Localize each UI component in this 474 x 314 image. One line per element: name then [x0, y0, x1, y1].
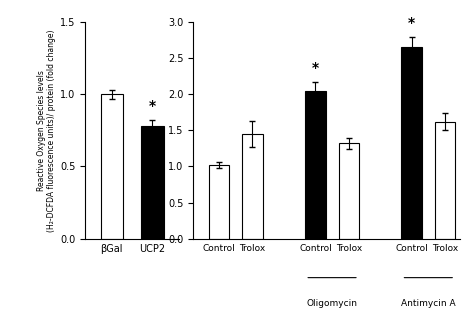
Y-axis label: Reactive Oxygen Species levels
(H₂-DCFDA fluorescence units)/ protein (fold chan: Reactive Oxygen Species levels (H₂-DCFDA…: [36, 29, 56, 231]
Bar: [338, 143, 359, 239]
Bar: [401, 47, 422, 239]
Bar: [209, 165, 229, 239]
Text: Oligomycin: Oligomycin: [307, 299, 357, 308]
Text: Antimycin A: Antimycin A: [401, 299, 456, 308]
Bar: [141, 126, 164, 239]
Text: *: *: [312, 61, 319, 75]
Bar: [305, 90, 326, 239]
Bar: [100, 94, 123, 239]
Text: *: *: [408, 16, 415, 30]
Bar: [435, 122, 455, 239]
Text: *: *: [149, 99, 156, 113]
Bar: [242, 134, 263, 239]
